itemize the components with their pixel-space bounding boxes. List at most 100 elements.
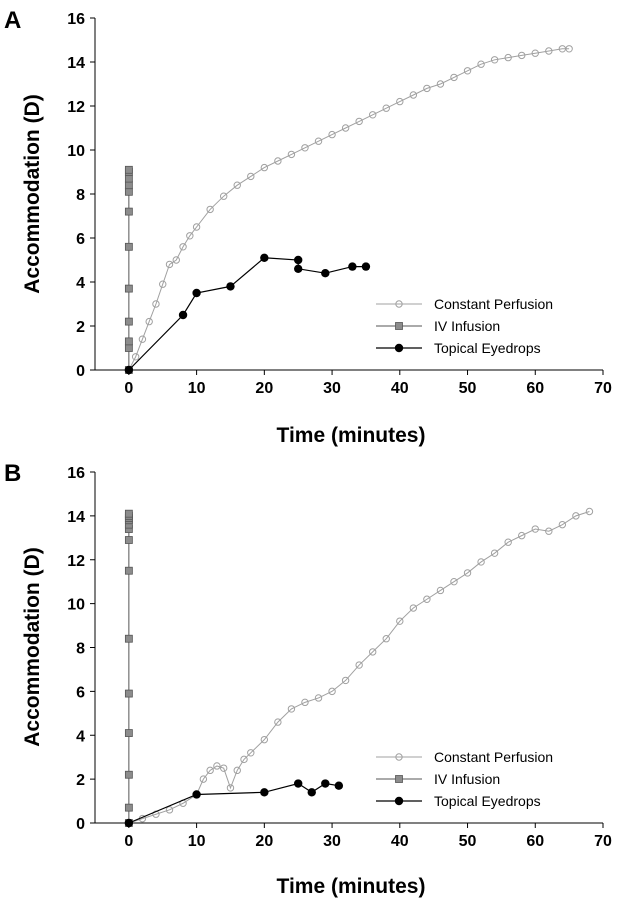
panel-b-y-tick-label: 4 bbox=[76, 728, 85, 745]
panel-b-data-point bbox=[463, 569, 472, 577]
panel-a-x-tick-label: 20 bbox=[255, 380, 273, 397]
panel-a-data-point bbox=[450, 73, 458, 82]
panel-a-data-point bbox=[124, 344, 133, 352]
panel-a-series-line bbox=[128, 48, 570, 371]
panel-a-legend-marker bbox=[395, 322, 403, 330]
panel-b-data-point bbox=[192, 790, 201, 799]
panel-a-series-filled-circle bbox=[124, 253, 371, 375]
panel-b-data-point bbox=[124, 536, 133, 544]
panel-letter-b: B bbox=[4, 460, 21, 487]
panel-b-data-point bbox=[321, 779, 330, 788]
panel-b-data-point bbox=[450, 577, 458, 586]
panel-b-data-point bbox=[233, 766, 241, 775]
panel-b-data-point bbox=[199, 775, 208, 783]
panel-b-data-point bbox=[124, 770, 133, 779]
panel-a-y-tick-label: 0 bbox=[76, 363, 85, 380]
panel-a-data-point bbox=[369, 111, 377, 119]
panel-b-series-line bbox=[128, 511, 590, 824]
panel-a-legend-label: IV Infusion bbox=[434, 318, 500, 334]
panel-b-legend-marker bbox=[395, 775, 403, 783]
panel-a-data-point bbox=[531, 49, 539, 57]
panel-a-x-tick-label: 60 bbox=[526, 380, 544, 397]
panel-b-data-point bbox=[518, 531, 526, 540]
panel-a-data-point bbox=[545, 47, 553, 55]
panel-a-x-tick-label: 30 bbox=[323, 380, 341, 397]
panel-b-data-point bbox=[294, 779, 303, 788]
panel-a-data-point bbox=[382, 104, 390, 112]
panel-a-data-point bbox=[396, 97, 404, 106]
panel-a-data-point bbox=[565, 45, 573, 53]
panel-b-y-tick-label: 8 bbox=[76, 641, 85, 658]
panel-a-data-point bbox=[301, 144, 309, 152]
panel-a-data-point bbox=[504, 53, 512, 62]
panel-b-data-point bbox=[274, 718, 282, 726]
panel-b-y-tick-label: 2 bbox=[76, 772, 85, 789]
panel-a-data-point bbox=[294, 255, 303, 265]
panel-b-data-point bbox=[307, 788, 316, 797]
panel-b-series-open-circle bbox=[125, 507, 594, 827]
panel-a-data-point bbox=[152, 300, 160, 308]
panel-b-data-point bbox=[260, 735, 269, 744]
panel-b-legend-label: Topical Eyedrops bbox=[434, 793, 541, 809]
panel-b-y-tick-label: 0 bbox=[76, 816, 85, 833]
panel-b-xlabel: Time (minutes) bbox=[277, 875, 426, 898]
panel-a-data-point bbox=[260, 163, 269, 172]
panel-b-data-point bbox=[124, 689, 133, 698]
panel-b-data-point bbox=[328, 687, 336, 696]
panel-b-data-point bbox=[124, 634, 133, 643]
panel-a-data-point bbox=[124, 242, 133, 251]
panel-a-data-point bbox=[423, 84, 431, 93]
panel-a-data-point bbox=[341, 124, 350, 132]
panel-a-data-point bbox=[294, 264, 303, 273]
panel-a-y-tick-label: 14 bbox=[67, 55, 85, 72]
panel-b-data-point bbox=[490, 549, 499, 557]
panel-a-data-point bbox=[124, 365, 134, 375]
panel-a: A Accommodation (D) Time (minutes) 0 2 4 6 8… bbox=[4, 7, 612, 447]
panel-b-legend: Constant Perfusion IV Infusion Topical Eye… bbox=[376, 749, 553, 809]
panel-a-y-tick-label: 12 bbox=[67, 99, 85, 116]
panel-a-y-tick-label: 10 bbox=[67, 143, 85, 160]
panel-b-data-point bbox=[504, 538, 512, 546]
panel-b: B Accommodation (D) Time (minutes) 0 2 4 6 8… bbox=[4, 460, 612, 898]
panel-a-x-tick-label: 0 bbox=[124, 380, 133, 397]
panel-b-legend-label: Constant Perfusion bbox=[434, 749, 553, 765]
panel-a-legend-label: Constant Perfusion bbox=[434, 296, 553, 312]
panel-b-ylabel: Accommodation (D) bbox=[21, 547, 44, 747]
panel-letter-a: A bbox=[4, 7, 21, 34]
panel-b-y-tick-label: 12 bbox=[67, 553, 85, 570]
panel-a-data-point bbox=[124, 181, 133, 190]
panel-b-x-tick-label: 50 bbox=[459, 833, 477, 850]
panel-b-y-tick-label: 10 bbox=[67, 597, 85, 614]
panel-b-data-point bbox=[341, 676, 350, 685]
panel-a-data-point bbox=[124, 187, 133, 196]
panel-b-data-point bbox=[226, 784, 235, 792]
panel-a-data-point bbox=[124, 165, 133, 174]
panel-a-legend-marker bbox=[394, 343, 404, 353]
panel-b-x-tick-label: 30 bbox=[323, 833, 341, 850]
panel-b-legend-label: IV Infusion bbox=[434, 771, 500, 787]
panel-a-y-tick-label: 16 bbox=[67, 11, 85, 28]
panel-a-data-point bbox=[192, 223, 201, 231]
panel-b-data-point bbox=[396, 617, 404, 625]
panel-b-x-tick-label: 40 bbox=[391, 833, 409, 850]
panel-b-data-point bbox=[545, 527, 553, 535]
panel-a-data-point bbox=[138, 335, 147, 343]
panel-b-data-point bbox=[240, 755, 248, 764]
panel-a-series-open-circle bbox=[125, 45, 573, 374]
panel-b-data-point bbox=[124, 729, 133, 737]
panel-a-data-point bbox=[477, 60, 485, 68]
panel-a-data-point bbox=[206, 205, 214, 214]
panel-b-data-point bbox=[260, 788, 269, 797]
panel-a-data-point bbox=[247, 172, 255, 181]
panel-a-data-point bbox=[131, 353, 140, 361]
panel-b-legend-marker bbox=[395, 753, 403, 761]
panel-a-data-point bbox=[328, 130, 336, 139]
panel-b-data-point bbox=[423, 595, 431, 603]
panel-a-data-point bbox=[355, 117, 363, 126]
panel-b-data-point bbox=[247, 749, 255, 757]
panel-a-data-point bbox=[124, 207, 133, 216]
panel-a-data-point bbox=[192, 288, 201, 298]
panel-a-data-point bbox=[124, 317, 133, 326]
panel-b-series-line bbox=[128, 782, 339, 824]
